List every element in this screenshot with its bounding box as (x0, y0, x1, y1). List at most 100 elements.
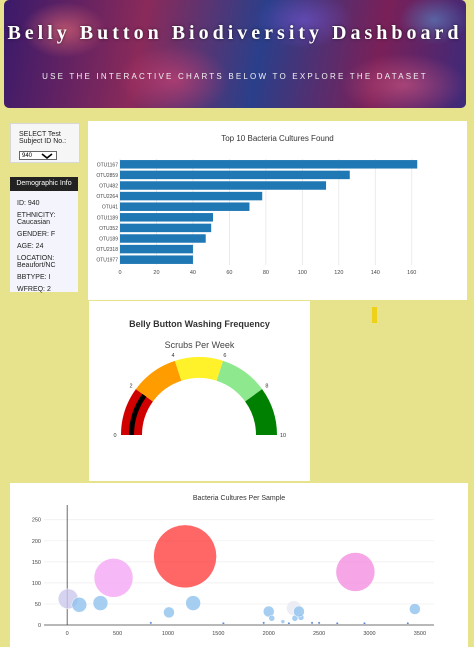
bar-y-tick-label: OTU1189 (97, 215, 119, 221)
yellow-marker (372, 307, 377, 323)
bubble-point (317, 621, 321, 625)
demographic-info-heading: Demographic Info (10, 177, 78, 191)
bubble-point (262, 605, 275, 618)
bar-y-tick-label: OTU1167 (97, 162, 119, 168)
demo-location: LOCATION: Beaufort/NC (17, 255, 56, 269)
bar (120, 255, 193, 264)
bar (120, 223, 212, 233)
bubble-point (153, 524, 217, 589)
bubble-x-tick-label: 500 (113, 631, 122, 637)
bar (120, 160, 418, 169)
gauge-tick-label: 8 (265, 384, 268, 390)
bubble-point (280, 619, 286, 624)
bar-y-tick-label: OTU189 (99, 237, 118, 243)
bubble-point (335, 621, 339, 625)
bubble-point (221, 621, 225, 625)
subject-id-value: 940 (22, 153, 33, 159)
header-banner: Belly Button Biodiversity Dashboard USE … (4, 0, 466, 108)
bubble-point (92, 595, 109, 611)
bubble-point (71, 597, 88, 613)
bar-x-tick-label: 140 (371, 270, 380, 276)
bar-y-tick-label: OTU352 (99, 226, 118, 232)
bubble-y-tick-label: 100 (32, 581, 41, 587)
bubble-y-tick-label: 150 (32, 560, 41, 566)
bubble-point (293, 605, 305, 618)
demo-ethnicity: ETHNICITY: Caucasian (17, 212, 56, 226)
bar-x-tick-label: 20 (153, 270, 159, 276)
demo-bbtype: BBTYPE: I (17, 274, 51, 281)
bar-x-tick-label: 80 (263, 270, 269, 276)
bar-x-tick-label: 160 (407, 270, 416, 276)
bar-y-tick-label: OTU41 (102, 205, 118, 211)
bar-x-tick-label: 40 (190, 270, 196, 276)
subject-selector-panel: SELECT Test Subject ID No.: 940 (10, 123, 80, 163)
chevron-down-icon (41, 153, 53, 159)
gauge-subtitle: Scrubs Per Week (164, 340, 235, 350)
bar (120, 213, 213, 222)
bar-x-tick-label: 100 (298, 270, 307, 276)
bubble-point (93, 558, 134, 598)
gauge-segment (245, 389, 277, 435)
gauge-tick-label: 0 (113, 433, 116, 439)
bar (120, 181, 327, 190)
bubble-point (149, 621, 153, 625)
bubble-y-tick-label: 200 (32, 539, 41, 545)
bubble-point (163, 606, 175, 619)
bubble-point (406, 621, 410, 625)
bubble-x-tick-label: 3000 (363, 631, 375, 637)
demo-gender: GENDER: F (17, 231, 56, 238)
bubble-point (185, 595, 201, 611)
bar-chart-card: Top 10 Bacteria Cultures Found 0 20 40 60 80… (88, 121, 467, 300)
bar (120, 234, 206, 243)
gauge-chart: 0 2 4 6 8 10 (113, 353, 286, 439)
bar (120, 170, 350, 180)
demo-wfreq: WFREQ: 2 (17, 286, 51, 293)
bubble-point (268, 615, 276, 622)
bubble-point (335, 552, 376, 592)
bar-y-tick-label: OTU2264 (96, 194, 118, 200)
bar-y-tick-label: OTU2318 (96, 247, 118, 253)
bubble-y-tick-label: 0 (38, 623, 41, 629)
bubble-chart-card: Bacteria Cultures Per Sample 0 50 100 150 20… (10, 483, 468, 647)
gauge-tick-label: 10 (280, 433, 286, 439)
gauge-value-bar (129, 393, 147, 435)
bar-y-tick-label: OTU482 (99, 184, 118, 190)
bar (120, 244, 193, 254)
subject-id-dropdown[interactable]: 940 (19, 151, 57, 160)
bar-chart: 0 20 40 60 80 100 120 140 160 OTU1167 OTU2859 OTU48… (96, 159, 418, 276)
bubble-point (362, 621, 366, 625)
bubble-point (310, 621, 314, 625)
gauge-title: Belly Button Washing Frequency (129, 319, 270, 329)
bar (120, 191, 263, 201)
demo-id: ID: 940 (17, 200, 40, 207)
bar-y-tick-label: OTU2859 (96, 173, 118, 179)
bar-y-tick-label: OTU1977 (96, 258, 118, 264)
bar-chart-title: Top 10 Bacteria Cultures Found (221, 134, 334, 143)
gauge-card: Belly Button Washing Frequency Scrubs Pe… (89, 301, 310, 481)
gauge-segment (135, 360, 182, 402)
bar-x-tick-label: 0 (118, 270, 121, 276)
bubble-chart-title: Bacteria Cultures Per Sample (192, 495, 286, 502)
bar (120, 202, 250, 211)
bubble-point (262, 621, 266, 625)
demographic-list: ID: 940 ETHNICITY: Caucasian GENDER: F A… (17, 200, 77, 298)
bubble-x-tick-label: 1000 (162, 631, 174, 637)
bubble-y-tick-label: 50 (35, 602, 41, 608)
bubble-y-tick-label: 250 (32, 518, 41, 524)
page-title: Belly Button Biodiversity Dashboard (7, 22, 463, 44)
subject-select-label: SELECT Test Subject ID No.: (19, 131, 67, 145)
demographic-info-panel: Demographic Info ID: 940 ETHNICITY: Cauc… (10, 177, 78, 293)
gauge-tick-label: 2 (130, 384, 133, 390)
gauge-tick-label: 4 (172, 353, 175, 359)
bubble-x-tick-label: 1500 (212, 631, 224, 637)
gauge-tick-label: 6 (223, 353, 226, 359)
page-subtitle: USE THE INTERACTIVE CHARTS BELOW TO EXPL… (42, 72, 428, 81)
bar-x-tick-label: 120 (334, 270, 343, 276)
bubble-point (287, 621, 291, 625)
bar-x-tick-label: 60 (226, 270, 232, 276)
bubble-point (409, 603, 421, 615)
demo-age: AGE: 24 (17, 243, 44, 250)
bubble-x-tick-label: 2500 (313, 631, 325, 637)
bubble-x-tick-label: 2000 (263, 631, 275, 637)
